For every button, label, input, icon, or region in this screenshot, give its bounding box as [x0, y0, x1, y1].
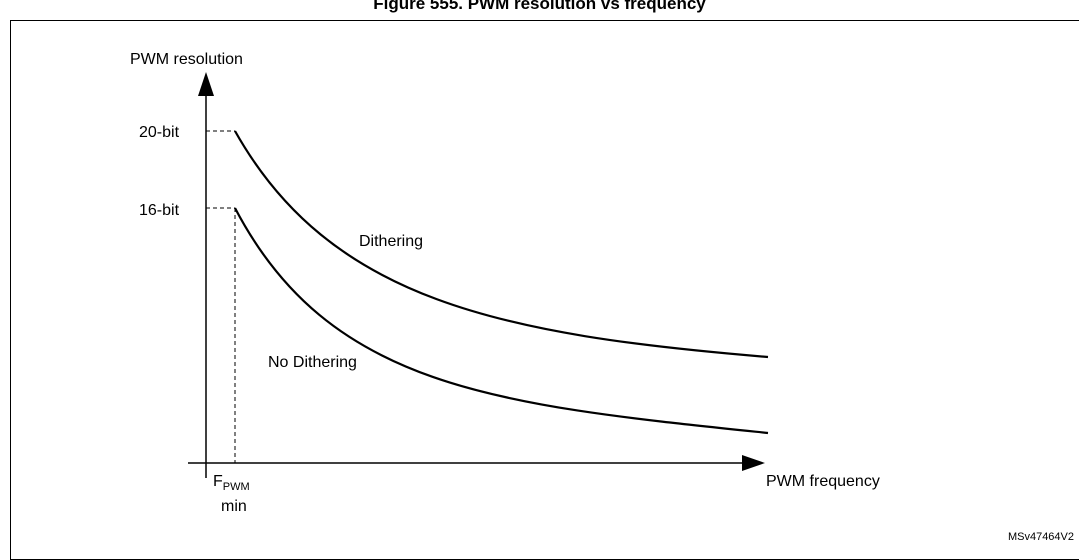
lower-level-label: 16-bit — [139, 202, 180, 219]
no-dithering-curve — [234, 207, 769, 435]
x-axis-arrowhead — [742, 455, 765, 471]
y-axis-arrowhead — [198, 72, 214, 96]
fmin-label: FPWM — [213, 473, 250, 493]
watermark: MSv47464V2 — [1008, 531, 1074, 543]
y-axis-label: PWM resolution — [130, 51, 243, 68]
x-axis-label: PWM frequency — [766, 473, 880, 490]
figure-title: Figure 555. PWM resolution vs frequency — [373, 0, 706, 13]
fmin-min-label: min — [221, 498, 247, 515]
no-dithering-label: No Dithering — [268, 354, 357, 371]
dithering-curve — [234, 130, 769, 359]
upper-level-label: 20-bit — [139, 124, 180, 141]
dithering-label: Dithering — [359, 233, 423, 250]
fmin-f: F — [213, 473, 223, 490]
fmin-subscript: PWM — [223, 481, 250, 493]
diagram: PWM resolution PWM frequency 20-bit 16-b… — [130, 51, 1074, 543]
